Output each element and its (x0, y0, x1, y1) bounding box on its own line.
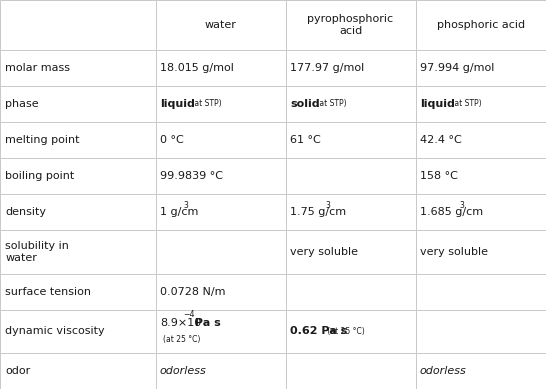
Text: 3: 3 (325, 201, 330, 210)
Text: odorless: odorless (160, 366, 207, 376)
Text: pyrophosphoric
acid: pyrophosphoric acid (307, 14, 394, 36)
Text: molar mass: molar mass (5, 63, 70, 73)
Text: 177.97 g/mol: 177.97 g/mol (290, 63, 364, 73)
Text: −4: −4 (183, 310, 195, 319)
Text: 1.75 g/cm: 1.75 g/cm (290, 207, 346, 217)
Text: (at STP): (at STP) (189, 100, 222, 109)
Text: 1.685 g/cm: 1.685 g/cm (420, 207, 483, 217)
Text: water: water (205, 20, 236, 30)
Text: 1 g/cm: 1 g/cm (160, 207, 198, 217)
Text: very soluble: very soluble (290, 247, 358, 257)
Text: density: density (5, 207, 46, 217)
Text: (at STP): (at STP) (314, 100, 347, 109)
Text: boiling point: boiling point (5, 171, 75, 181)
Text: very soluble: very soluble (420, 247, 488, 257)
Text: surface tension: surface tension (5, 287, 92, 296)
Text: dynamic viscosity: dynamic viscosity (5, 326, 105, 336)
Text: melting point: melting point (5, 135, 80, 145)
Text: 3: 3 (459, 201, 464, 210)
Text: phase: phase (5, 99, 39, 109)
Text: liquid: liquid (420, 99, 455, 109)
Text: 158 °C: 158 °C (420, 171, 458, 181)
Text: 0.0728 N/m: 0.0728 N/m (160, 287, 225, 296)
Text: solubility in
water: solubility in water (5, 241, 69, 263)
Text: 99.9839 °C: 99.9839 °C (160, 171, 223, 181)
Text: 97.994 g/mol: 97.994 g/mol (420, 63, 494, 73)
Text: 3: 3 (183, 201, 188, 210)
Text: (at 25 °C): (at 25 °C) (163, 335, 200, 344)
Text: liquid: liquid (160, 99, 195, 109)
Text: phosphoric acid: phosphoric acid (437, 20, 525, 30)
Text: 0 °C: 0 °C (160, 135, 183, 145)
Text: (at STP): (at STP) (449, 100, 482, 109)
Text: 0.62 Pa s: 0.62 Pa s (290, 326, 347, 336)
Text: 18.015 g/mol: 18.015 g/mol (160, 63, 234, 73)
Text: 42.4 °C: 42.4 °C (420, 135, 461, 145)
Text: odor: odor (5, 366, 31, 376)
Text: 8.9×10: 8.9×10 (160, 317, 201, 328)
Text: Pa s: Pa s (191, 317, 221, 328)
Text: odorless: odorless (420, 366, 467, 376)
Text: solid: solid (290, 99, 319, 109)
Text: 61 °C: 61 °C (290, 135, 321, 145)
Text: (at 25 °C): (at 25 °C) (325, 327, 365, 336)
